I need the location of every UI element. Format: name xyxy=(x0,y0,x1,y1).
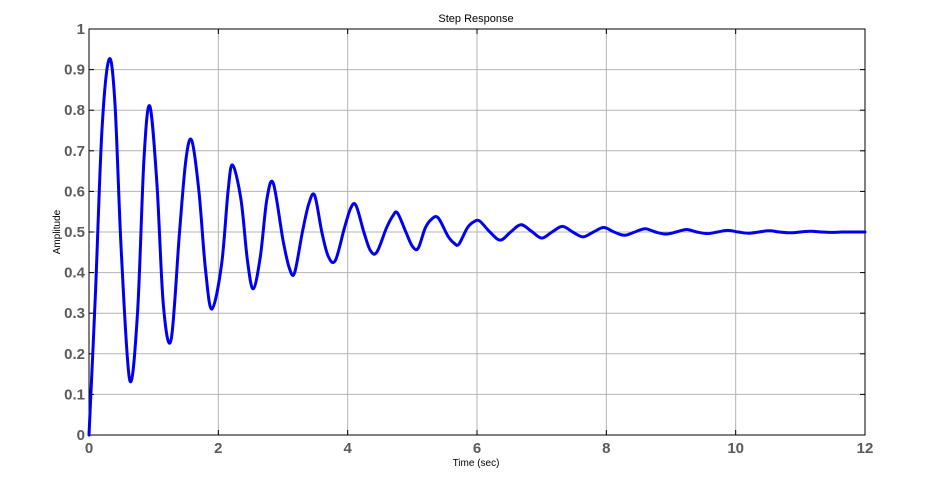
x-tick-label: 10 xyxy=(727,440,744,457)
y-tick-label: 0.1 xyxy=(64,386,85,403)
y-tick-label: 0.4 xyxy=(64,265,86,282)
y-tick-label: 0.2 xyxy=(64,346,85,363)
y-tick-label: 0.9 xyxy=(64,62,85,79)
chart-title: Step Response xyxy=(438,13,513,25)
y-tick-label: 1 xyxy=(77,21,85,38)
y-tick-label: 0.3 xyxy=(64,305,85,322)
x-tick-label: 0 xyxy=(85,440,93,457)
y-axis-label: Amplitude xyxy=(52,209,63,254)
x-tick-labels: 0 2 4 6 8 10 12 xyxy=(85,440,874,457)
x-tick-label: 4 xyxy=(343,440,352,457)
x-axis-label: Time (sec) xyxy=(453,458,500,469)
x-tick-label: 6 xyxy=(473,440,481,457)
y-tick-label: 0 xyxy=(77,427,85,444)
y-tick-labels: 0 0.1 0.2 0.3 0.4 0.5 0.6 0.7 0.8 0.9 1 xyxy=(64,21,86,444)
y-tick-label: 0.7 xyxy=(64,143,85,160)
series-line xyxy=(87,57,867,437)
y-tick-label: 0.8 xyxy=(64,102,85,119)
y-tick-label: 0.6 xyxy=(64,183,85,200)
x-tick-label: 2 xyxy=(214,440,222,457)
series-group xyxy=(87,57,867,437)
x-tick-label: 12 xyxy=(857,440,874,457)
x-tick-label: 8 xyxy=(602,440,610,457)
y-tick-label: 0.5 xyxy=(64,224,85,241)
